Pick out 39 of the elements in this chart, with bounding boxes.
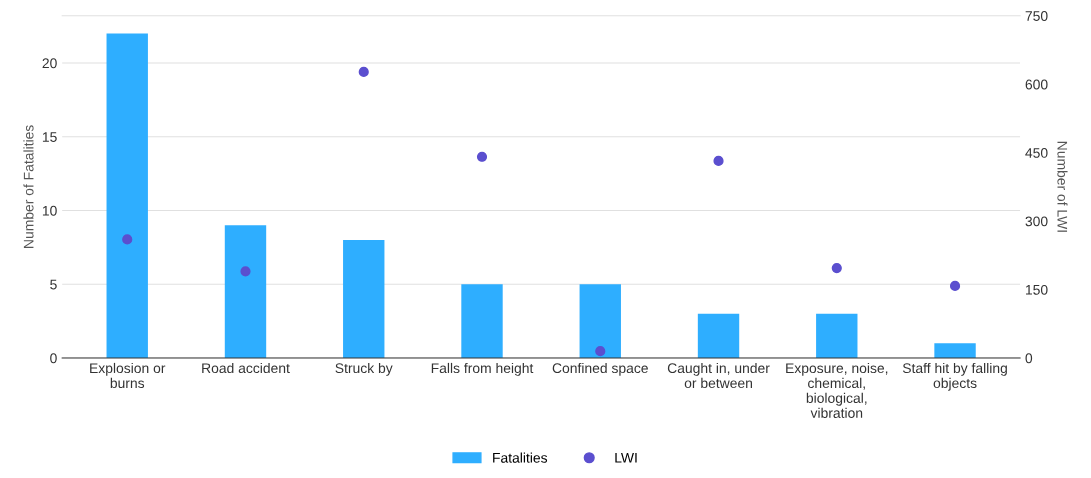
bar [579,284,621,359]
bar [934,343,976,359]
y2-tick-label: 750 [1025,11,1048,21]
y-tick-label: 10 [42,205,57,216]
point [831,263,842,274]
y-tick-label: 0 [50,353,57,364]
y2-axis-title: Number of LWI [1057,141,1068,232]
x-tick-label: Exposure, noise, chemical, biological, vibration [786,362,888,418]
y2-tick-label: 450 [1025,148,1048,158]
point [240,266,251,277]
legend-label: Fatalities [493,452,548,463]
bar [461,284,503,359]
x-tick-label: Explosion or burns [90,362,166,389]
point [713,155,724,166]
y-tick-label: 20 [42,58,57,69]
bar [816,313,858,359]
point [949,280,961,292]
y2-tick-label: 150 [1026,284,1048,295]
bar [697,313,740,359]
x-tick-label: Caught in, under or between [667,362,770,389]
point [122,234,133,245]
x-tick-label: Staff hit by falling objects [902,362,1007,391]
point [358,66,369,77]
legend-label: LWI [615,453,637,463]
point [476,151,488,162]
x-tick-label: Falls from height [431,362,534,376]
x-tick-label: Road accident [202,362,290,374]
y2-tick-label: 300 [1025,216,1048,227]
bar [106,33,148,359]
x-tick-label: Struck by [335,362,393,376]
point [595,346,606,357]
y2-tick-label: 0 [1025,353,1033,364]
y2-tick-label: 600 [1025,79,1048,90]
x-tick-label: Confined space [552,362,648,376]
y-tick-label: 5 [50,279,57,290]
y-tick-label: 15 [42,132,57,142]
bar [224,225,267,359]
bar [343,240,385,359]
y-axis-title: Number of Fatalities [23,125,34,248]
